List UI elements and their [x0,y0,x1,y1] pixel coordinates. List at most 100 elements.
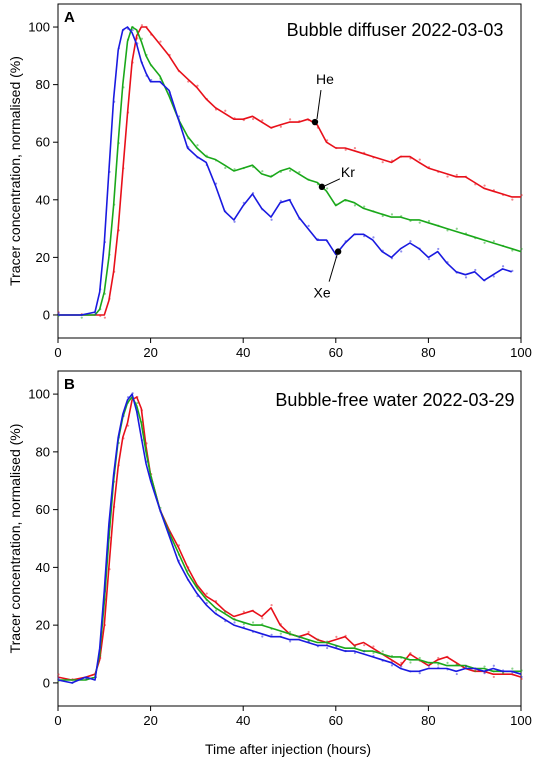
data-point [270,218,273,221]
data-point [57,312,60,315]
y-tick-label: 0 [43,307,50,322]
x-tick-label: 60 [329,713,343,728]
data-point [298,635,301,638]
data-point [409,240,412,243]
annotation-marker [311,118,319,126]
data-point [455,672,458,676]
data-point [483,184,486,187]
data-point [85,677,88,681]
data-point [501,265,505,268]
data-point [455,173,458,177]
data-point [103,316,106,319]
panel-title: Bubble diffuser 2022-03-03 [287,20,504,40]
data-point [446,661,449,664]
data-point [344,148,347,151]
data-point [251,621,255,624]
data-point [353,147,357,150]
data-point [511,667,514,670]
data-point [427,219,431,223]
data-point [289,630,292,634]
data-point [372,645,375,648]
data-point [298,170,301,174]
panel-title: Bubble-free water 2022-03-29 [275,390,514,410]
annotation-leader [328,254,338,282]
data-point [279,632,282,635]
data-point [511,249,514,252]
data-point [427,258,431,261]
data-point [57,673,60,676]
data-point [381,161,384,164]
data-point [492,275,495,278]
y-axis-label: Tracer concentration, normalised (%) [7,424,23,654]
data-point [224,166,227,170]
x-tick-label: 100 [510,713,532,728]
y-tick-label: 80 [36,444,50,459]
series-annotation: Kr [341,164,355,180]
series-line [58,396,521,681]
data-point [418,672,421,675]
data-point [390,213,394,216]
data-point [409,661,412,664]
data-point [446,175,449,178]
data-point [316,638,319,641]
data-point [483,241,486,244]
panel-b: 0 20 40 60 80 100 0 20 40 60 80 100 Tracer concentra… [7,370,532,728]
panel-a: 0 20 40 60 80 100 0 20 40 60 80 100 Tracer concentra… [7,3,532,360]
data-point [205,592,208,595]
x-tick-label: 20 [143,345,157,360]
data-point [353,651,357,655]
x-tick-label: 100 [510,345,532,360]
data-point [464,665,468,668]
data-point [242,610,245,613]
y-axis-label: Tracer concentration, normalised (%) [7,56,23,286]
data-point [335,645,338,648]
data-point [520,677,523,681]
panel-label: B [64,376,75,393]
data-point [233,168,236,171]
data-point [353,204,357,207]
data-point [520,675,523,679]
annotation-leader [316,89,322,120]
data-point [57,677,60,680]
annotation-marker [318,183,326,191]
data-point [492,664,495,667]
data-point [233,220,236,223]
data-point [381,214,384,218]
y-tick-label: 100 [28,20,50,35]
y-tick-label: 20 [36,618,50,633]
data-point [140,37,144,40]
data-point [279,199,282,202]
data-point [224,610,227,613]
data-point [520,194,523,197]
data-point [326,646,329,650]
data-point [261,617,264,620]
data-point [437,656,440,660]
data-point [455,227,458,230]
data-point [464,276,468,279]
data-point [363,644,366,647]
plot-frame [57,370,522,707]
y-tick-label: 0 [43,675,50,690]
data-point [372,236,375,239]
series-line [58,26,522,316]
data-point [261,170,264,173]
series-line [57,396,522,681]
data-point [289,169,292,172]
data-point [427,664,431,667]
series-line [57,393,522,684]
data-point [381,650,384,653]
x-tick-label: 60 [329,345,343,360]
y-tick-label: 40 [36,192,50,207]
data-point [474,670,477,673]
data-point [307,630,310,634]
data-point [242,622,245,626]
data-point [335,635,338,638]
data-point [214,609,218,612]
data-point [483,665,486,668]
panel-label: A [64,9,75,26]
data-point [307,224,310,227]
series-line [58,26,521,316]
data-point [418,158,421,161]
data-point [520,247,523,251]
